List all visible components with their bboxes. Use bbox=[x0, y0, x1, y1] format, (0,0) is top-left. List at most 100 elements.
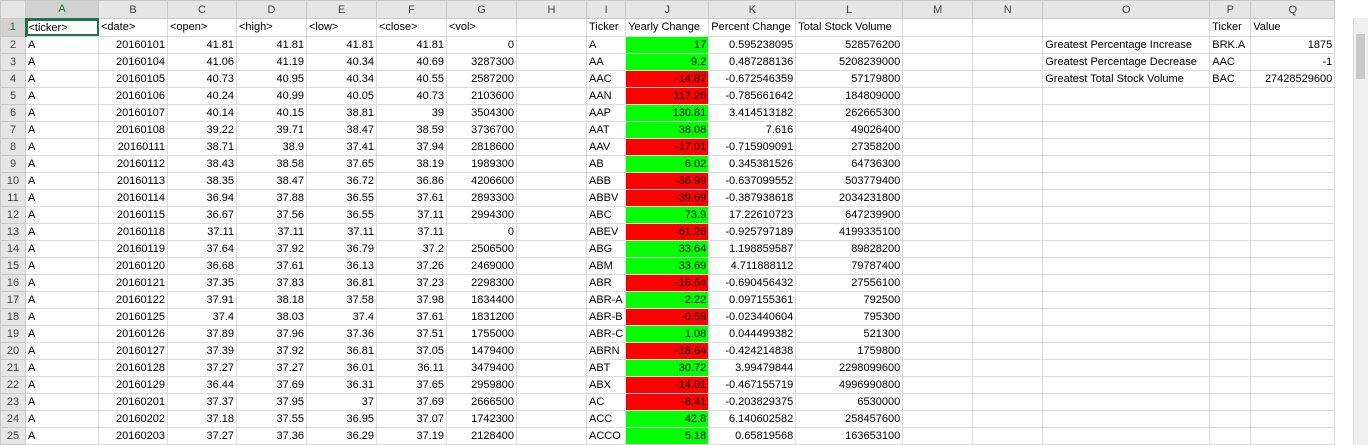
cell-k19[interactable]: 0.044499382 bbox=[708, 324, 797, 343]
cell-m16[interactable] bbox=[902, 273, 974, 292]
cell-c8[interactable]: 38.71 bbox=[167, 137, 237, 156]
column-header-m[interactable]: M bbox=[902, 0, 974, 19]
cell-h20[interactable] bbox=[516, 341, 587, 360]
cell-i18[interactable]: ABR-B bbox=[585, 307, 627, 326]
cell-d13[interactable]: 37.11 bbox=[236, 222, 307, 241]
cell-g2[interactable]: 0 bbox=[446, 35, 517, 54]
cell-q20[interactable] bbox=[1250, 341, 1336, 360]
cell-e25[interactable]: 36.29 bbox=[306, 426, 377, 445]
cell-i7[interactable]: AAT bbox=[585, 120, 627, 139]
row-header[interactable]: 2 bbox=[0, 35, 26, 54]
cell-a15[interactable]: A bbox=[25, 256, 99, 275]
cell-g25[interactable]: 2128400 bbox=[446, 426, 517, 445]
row-header[interactable]: 21 bbox=[0, 358, 26, 377]
cell-g10[interactable]: 4206600 bbox=[446, 171, 517, 190]
cell-b12[interactable]: 20160115 bbox=[98, 205, 168, 224]
cell-q19[interactable] bbox=[1250, 324, 1336, 343]
cell-j14[interactable]: 33.64 bbox=[625, 239, 710, 258]
cell-o22[interactable] bbox=[1042, 375, 1211, 394]
cell-b7[interactable]: 20160108 bbox=[98, 120, 168, 139]
cell-n18[interactable] bbox=[972, 307, 1044, 326]
cell-m9[interactable] bbox=[902, 154, 974, 173]
cell-k15[interactable]: 4.711888112 bbox=[708, 256, 797, 275]
cell-k12[interactable]: 17.22610723 bbox=[708, 205, 797, 224]
cell-a25[interactable]: A bbox=[25, 426, 99, 445]
cell-j1[interactable]: Yearly Change bbox=[625, 18, 710, 37]
cell-j23[interactable]: -8.41 bbox=[625, 392, 710, 411]
cell-n4[interactable] bbox=[972, 69, 1044, 88]
cell-o17[interactable] bbox=[1042, 290, 1211, 309]
cell-p4[interactable]: BAC bbox=[1209, 69, 1252, 88]
cell-n5[interactable] bbox=[972, 86, 1044, 105]
cell-d22[interactable]: 37.69 bbox=[236, 375, 307, 394]
cell-e10[interactable]: 36.72 bbox=[306, 171, 377, 190]
cell-n1[interactable] bbox=[972, 18, 1044, 37]
cell-c1[interactable]: <open> bbox=[167, 18, 237, 37]
cell-q25[interactable] bbox=[1250, 426, 1336, 445]
cell-m18[interactable] bbox=[902, 307, 974, 326]
cell-j3[interactable]: 9.2 bbox=[625, 52, 710, 71]
cell-n15[interactable] bbox=[972, 256, 1044, 275]
cell-h8[interactable] bbox=[516, 137, 587, 156]
cell-b16[interactable]: 20160121 bbox=[98, 273, 168, 292]
cell-c15[interactable]: 36.68 bbox=[167, 256, 237, 275]
cell-o18[interactable] bbox=[1042, 307, 1211, 326]
row-header[interactable]: 7 bbox=[0, 120, 26, 139]
cell-b17[interactable]: 20160122 bbox=[98, 290, 168, 309]
cell-d3[interactable]: 41.19 bbox=[236, 52, 307, 71]
cell-h1[interactable] bbox=[516, 18, 587, 37]
cell-m20[interactable] bbox=[902, 341, 974, 360]
row-header[interactable]: 24 bbox=[0, 409, 26, 428]
cell-l7[interactable]: 49026400 bbox=[795, 120, 904, 139]
cell-j17[interactable]: 2.22 bbox=[625, 290, 710, 309]
cell-k9[interactable]: 0.345381526 bbox=[708, 154, 797, 173]
cell-c19[interactable]: 37.89 bbox=[167, 324, 237, 343]
cell-n7[interactable] bbox=[972, 120, 1044, 139]
cell-g9[interactable]: 1989300 bbox=[446, 154, 517, 173]
cell-a10[interactable]: A bbox=[25, 171, 99, 190]
cell-g13[interactable]: 0 bbox=[446, 222, 517, 241]
cell-d4[interactable]: 40.95 bbox=[236, 69, 307, 88]
cell-j10[interactable]: -36.99 bbox=[625, 171, 710, 190]
cell-q17[interactable] bbox=[1250, 290, 1336, 309]
cell-g6[interactable]: 3504300 bbox=[446, 103, 517, 122]
cell-h2[interactable] bbox=[516, 35, 587, 54]
cell-e15[interactable]: 36.13 bbox=[306, 256, 377, 275]
cell-f11[interactable]: 37.61 bbox=[376, 188, 447, 207]
cell-p8[interactable] bbox=[1209, 137, 1252, 156]
cell-b24[interactable]: 20160202 bbox=[98, 409, 168, 428]
cell-p11[interactable] bbox=[1209, 188, 1252, 207]
cell-h4[interactable] bbox=[516, 69, 587, 88]
cell-o13[interactable] bbox=[1042, 222, 1211, 241]
cell-p25[interactable] bbox=[1209, 426, 1252, 445]
cell-g1[interactable]: <vol> bbox=[446, 18, 517, 37]
cell-a11[interactable]: A bbox=[25, 188, 99, 207]
cell-n11[interactable] bbox=[972, 188, 1044, 207]
cell-h22[interactable] bbox=[516, 375, 587, 394]
cell-h6[interactable] bbox=[516, 103, 587, 122]
cell-l20[interactable]: 1759800 bbox=[795, 341, 904, 360]
cell-e9[interactable]: 37.65 bbox=[306, 154, 377, 173]
cell-l5[interactable]: 184809000 bbox=[795, 86, 904, 105]
cell-a17[interactable]: A bbox=[25, 290, 99, 309]
row-header[interactable]: 5 bbox=[0, 86, 26, 105]
row-header[interactable]: 16 bbox=[0, 273, 26, 292]
row-header[interactable]: 10 bbox=[0, 171, 26, 190]
cell-g15[interactable]: 2469000 bbox=[446, 256, 517, 275]
cell-m19[interactable] bbox=[902, 324, 974, 343]
cell-h16[interactable] bbox=[516, 273, 587, 292]
cell-o9[interactable] bbox=[1042, 154, 1211, 173]
cell-q4[interactable]: 27428529600 bbox=[1250, 69, 1336, 88]
cell-p12[interactable] bbox=[1209, 205, 1252, 224]
cell-o15[interactable] bbox=[1042, 256, 1211, 275]
cell-i25[interactable]: ACCO bbox=[585, 426, 627, 445]
cell-k16[interactable]: -0.690456432 bbox=[708, 273, 797, 292]
cell-e16[interactable]: 36.81 bbox=[306, 273, 377, 292]
cell-i8[interactable]: AAV bbox=[585, 137, 627, 156]
cell-k7[interactable]: 7.616 bbox=[708, 120, 797, 139]
cell-k5[interactable]: -0.785661642 bbox=[708, 86, 797, 105]
cell-n22[interactable] bbox=[972, 375, 1044, 394]
cell-f23[interactable]: 37.69 bbox=[376, 392, 447, 411]
cell-i2[interactable]: A bbox=[585, 35, 627, 54]
cell-f8[interactable]: 37.94 bbox=[376, 137, 447, 156]
